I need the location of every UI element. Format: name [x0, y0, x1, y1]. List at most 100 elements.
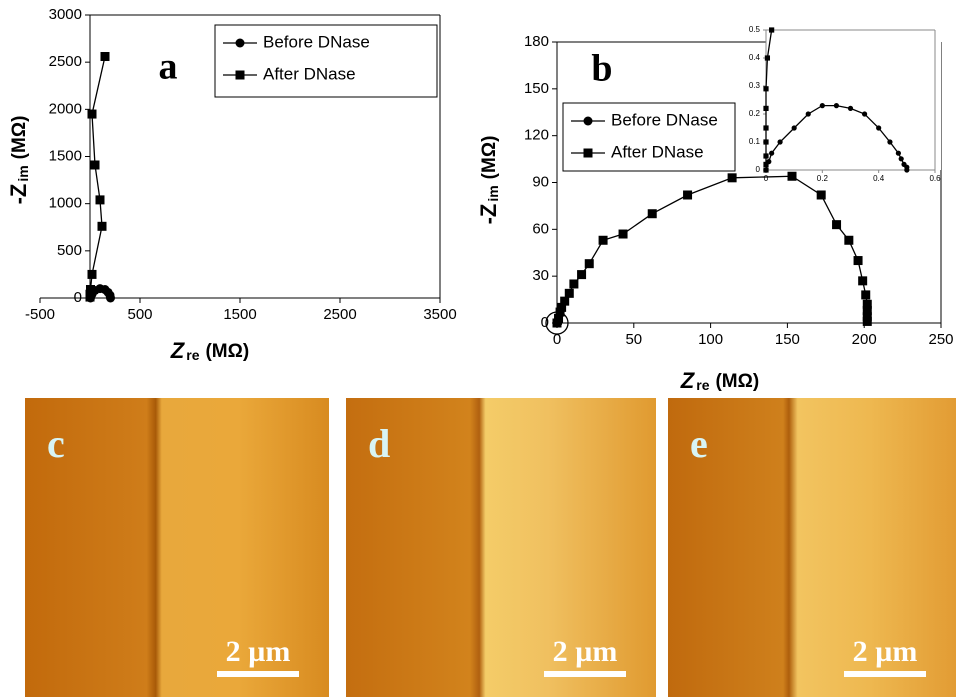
x-axis-unit: (MΩ) [205, 341, 249, 362]
point [899, 156, 904, 161]
y-tick-label: 0.3 [749, 81, 761, 90]
point [788, 172, 797, 181]
point [728, 173, 737, 182]
point [585, 259, 594, 268]
x-axis-subscript: re [186, 347, 199, 363]
x-tick-label: 3500 [423, 306, 456, 323]
scale-bar: 2 µm [544, 635, 626, 677]
scale-bar-label: 2 µm [217, 635, 299, 669]
point [96, 195, 105, 204]
y-axis-subscript: im [485, 185, 501, 201]
panel-label: d [368, 420, 390, 467]
legend-marker [584, 117, 593, 126]
point [848, 106, 853, 111]
point [861, 290, 870, 299]
point [763, 106, 768, 111]
point [887, 139, 892, 144]
point [763, 139, 768, 144]
scale-bar: 2 µm [217, 635, 299, 677]
x-tick-label: 2500 [323, 306, 356, 323]
x-tick-label: 150 [775, 331, 800, 348]
legend-label: Before DNase [263, 32, 370, 51]
legend-label: Before DNase [611, 110, 718, 129]
point [763, 167, 768, 172]
y-axis-label: -Zim(MΩ) [476, 136, 501, 225]
point [569, 279, 578, 288]
y-tick-label: 0 [74, 289, 82, 306]
y-tick-label: 30 [532, 267, 549, 284]
y-tick-label: 0 [756, 165, 761, 174]
y-axis-label: -Zim(MΩ) [6, 116, 31, 205]
point [565, 289, 574, 298]
y-tick-label: 2500 [49, 53, 82, 70]
point [98, 222, 107, 231]
point [763, 86, 768, 91]
point [834, 103, 839, 108]
point [86, 285, 95, 294]
point [763, 153, 768, 158]
point [88, 270, 97, 279]
point [904, 167, 909, 172]
y-axis-subscript: im [15, 165, 31, 181]
scale-bar-line [544, 671, 626, 677]
scale-bar-label: 2 µm [844, 635, 926, 669]
afm-image: d 2 µm [346, 398, 656, 697]
y-axis-unit: (MΩ) [479, 136, 500, 180]
afm-image: e 2 µm [668, 398, 956, 697]
panel-label: a [159, 46, 178, 88]
x-tick-label: 1500 [223, 306, 256, 323]
point [560, 297, 569, 306]
x-axis-unit: (MΩ) [715, 371, 759, 392]
x-tick-label: 50 [625, 331, 642, 348]
afm-image: c 2 µm [25, 398, 329, 697]
y-tick-label: 3000 [49, 6, 82, 23]
point [876, 125, 881, 130]
y-tick-label: 180 [524, 33, 549, 50]
point [896, 151, 901, 156]
x-tick-label: 500 [127, 306, 152, 323]
y-tick-label: 90 [532, 173, 549, 190]
scale-bar-label: 2 µm [544, 635, 626, 669]
legend-label: After DNase [263, 64, 356, 83]
x-axis-symbol: Z [170, 338, 186, 363]
x-tick-label: 0.6 [929, 174, 941, 183]
legend-marker [584, 149, 593, 158]
y-tick-label: 1000 [49, 195, 82, 212]
point [763, 125, 768, 130]
scale-bar-line [844, 671, 926, 677]
x-axis-label: Zre (MΩ) [170, 338, 249, 363]
legend-label: After DNase [611, 142, 704, 161]
point [683, 190, 692, 199]
point [806, 111, 811, 116]
y-axis-unit: (MΩ) [9, 116, 30, 160]
point [854, 256, 863, 265]
y-tick-label: 1500 [49, 147, 82, 164]
point [832, 220, 841, 229]
y-tick-label: 120 [524, 127, 549, 144]
panel-label: c [47, 420, 65, 467]
legend-marker [236, 71, 245, 80]
point [599, 236, 608, 245]
point [765, 55, 770, 60]
point [858, 276, 867, 285]
point [88, 110, 97, 119]
y-tick-label: 0.2 [749, 109, 761, 118]
y-tick-label: 60 [532, 220, 549, 237]
point [91, 160, 100, 169]
point [817, 190, 826, 199]
panel-label: e [690, 420, 708, 467]
y-tick-label: 0.4 [749, 53, 761, 62]
x-tick-label: 0 [764, 174, 769, 183]
inset-background [766, 24, 941, 170]
x-tick-label: 0.4 [873, 174, 885, 183]
y-tick-label: 500 [57, 242, 82, 259]
x-tick-label: 100 [698, 331, 723, 348]
point [577, 270, 586, 279]
x-tick-label: -500 [25, 306, 55, 323]
point [619, 230, 628, 239]
y-tick-label: 0.1 [749, 137, 761, 146]
x-axis-subscript: re [696, 377, 709, 393]
y-tick-label: 150 [524, 80, 549, 97]
